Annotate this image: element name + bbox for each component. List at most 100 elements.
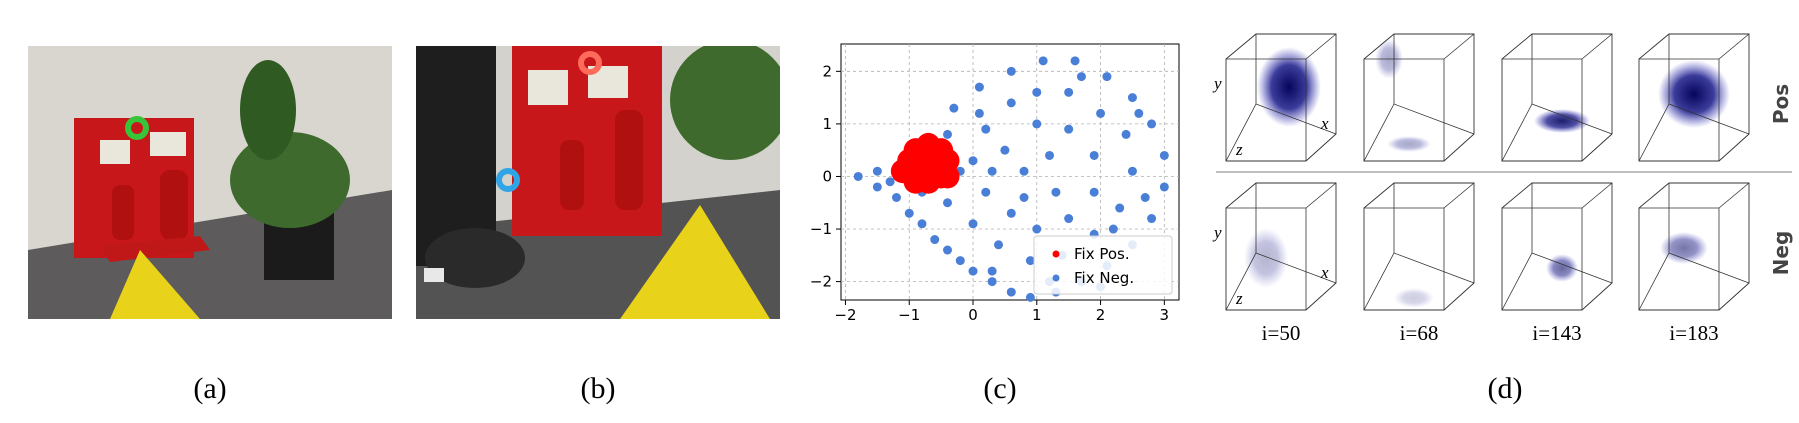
point: [904, 208, 914, 218]
cube-edge: [1305, 182, 1337, 209]
point: [1096, 108, 1106, 118]
cube-edge: [1363, 252, 1395, 311]
point: [872, 182, 882, 192]
cube-edge: [1225, 103, 1257, 162]
density-blob: [1257, 47, 1321, 127]
point: [968, 219, 978, 229]
point: [981, 187, 991, 197]
cube-edge: [1531, 252, 1613, 284]
legend-marker: [1052, 250, 1060, 258]
point: [981, 124, 991, 134]
cube-edge: [1501, 103, 1533, 162]
point: [974, 82, 984, 92]
point: [968, 156, 978, 166]
cube-edge: [1718, 182, 1750, 209]
point: [955, 256, 965, 266]
cube-edge: [1443, 182, 1475, 209]
row-label: Pos: [1769, 84, 1793, 124]
density-blob: [1660, 232, 1708, 264]
point: [987, 266, 997, 276]
point: [1038, 56, 1048, 66]
axis-letter: y: [1212, 223, 1222, 242]
point: [943, 129, 953, 139]
point: [1032, 119, 1042, 129]
point: [1045, 150, 1055, 160]
y-tick-label: 0: [822, 167, 832, 185]
point: [872, 166, 882, 176]
cube-edge: [1305, 33, 1337, 60]
cube-edge: [1638, 103, 1670, 162]
density-blob: [1394, 288, 1434, 308]
cube-edge: [1225, 252, 1257, 311]
point: [1032, 87, 1042, 97]
cube-edge: [1393, 103, 1475, 135]
point: [1159, 150, 1169, 160]
cube-edge: [1531, 103, 1613, 135]
point: [1051, 187, 1061, 197]
cube-edge: [1668, 103, 1750, 135]
point: [968, 266, 978, 276]
density-blob: [1387, 136, 1431, 152]
column-label: i=68: [1400, 321, 1439, 345]
point: [1006, 98, 1016, 108]
cube-edge: [1255, 103, 1337, 135]
cube-outline: [1501, 33, 1613, 162]
y-tick-label: −1: [810, 220, 832, 238]
cube-edge: [1668, 252, 1750, 284]
y-tick-label: −2: [810, 273, 832, 291]
point: [1006, 287, 1016, 297]
cube-edge: [1581, 182, 1613, 209]
axis-letter: y: [1212, 74, 1222, 93]
point: [1134, 108, 1144, 118]
density-blob: [1546, 254, 1578, 282]
point: [1140, 192, 1150, 202]
axis-letter: z: [1235, 140, 1243, 159]
panel-label: (a): [193, 372, 226, 405]
photo-a: [28, 46, 392, 319]
point: [1089, 187, 1099, 197]
point: [994, 240, 1004, 250]
point: [1147, 214, 1157, 224]
panel-label: (c): [983, 372, 1016, 405]
point: [1000, 145, 1010, 155]
x-tick-label: 0: [968, 306, 978, 324]
column-label: i=143: [1532, 321, 1581, 345]
point: [949, 103, 959, 113]
axis-letter: x: [1320, 263, 1329, 282]
y-tick-label: 2: [822, 62, 832, 80]
x-tick-label: 3: [1160, 306, 1170, 324]
point: [935, 164, 960, 189]
cube-edge: [1363, 103, 1395, 162]
point: [930, 235, 940, 245]
point: [1108, 224, 1118, 234]
cube-edge: [1638, 252, 1670, 311]
cube-edge: [1501, 252, 1533, 311]
density-blob: [1534, 109, 1590, 133]
plot-frame: [840, 43, 1180, 301]
point: [1076, 72, 1086, 82]
density-blob: [1658, 60, 1730, 128]
point: [974, 108, 984, 118]
x-tick-label: −2: [834, 306, 856, 324]
point: [1121, 129, 1131, 139]
axis-letter: x: [1320, 114, 1329, 133]
x-tick-label: 1: [1032, 306, 1042, 324]
point: [1147, 119, 1157, 129]
point: [987, 277, 997, 287]
column-label: i=183: [1669, 321, 1718, 345]
x-tick-label: 2: [1096, 306, 1106, 324]
point: [943, 245, 953, 255]
point: [1032, 224, 1042, 234]
point: [1159, 182, 1169, 192]
cube-edge: [1581, 33, 1613, 60]
point: [1025, 256, 1035, 266]
legend-box: [1033, 235, 1173, 295]
point: [1102, 72, 1112, 82]
point: [1127, 93, 1137, 103]
point: [1025, 292, 1035, 302]
legend-label: Fix Pos.: [1074, 245, 1130, 263]
point: [1019, 166, 1029, 176]
point: [943, 198, 953, 208]
cube-outline: [1501, 182, 1613, 311]
